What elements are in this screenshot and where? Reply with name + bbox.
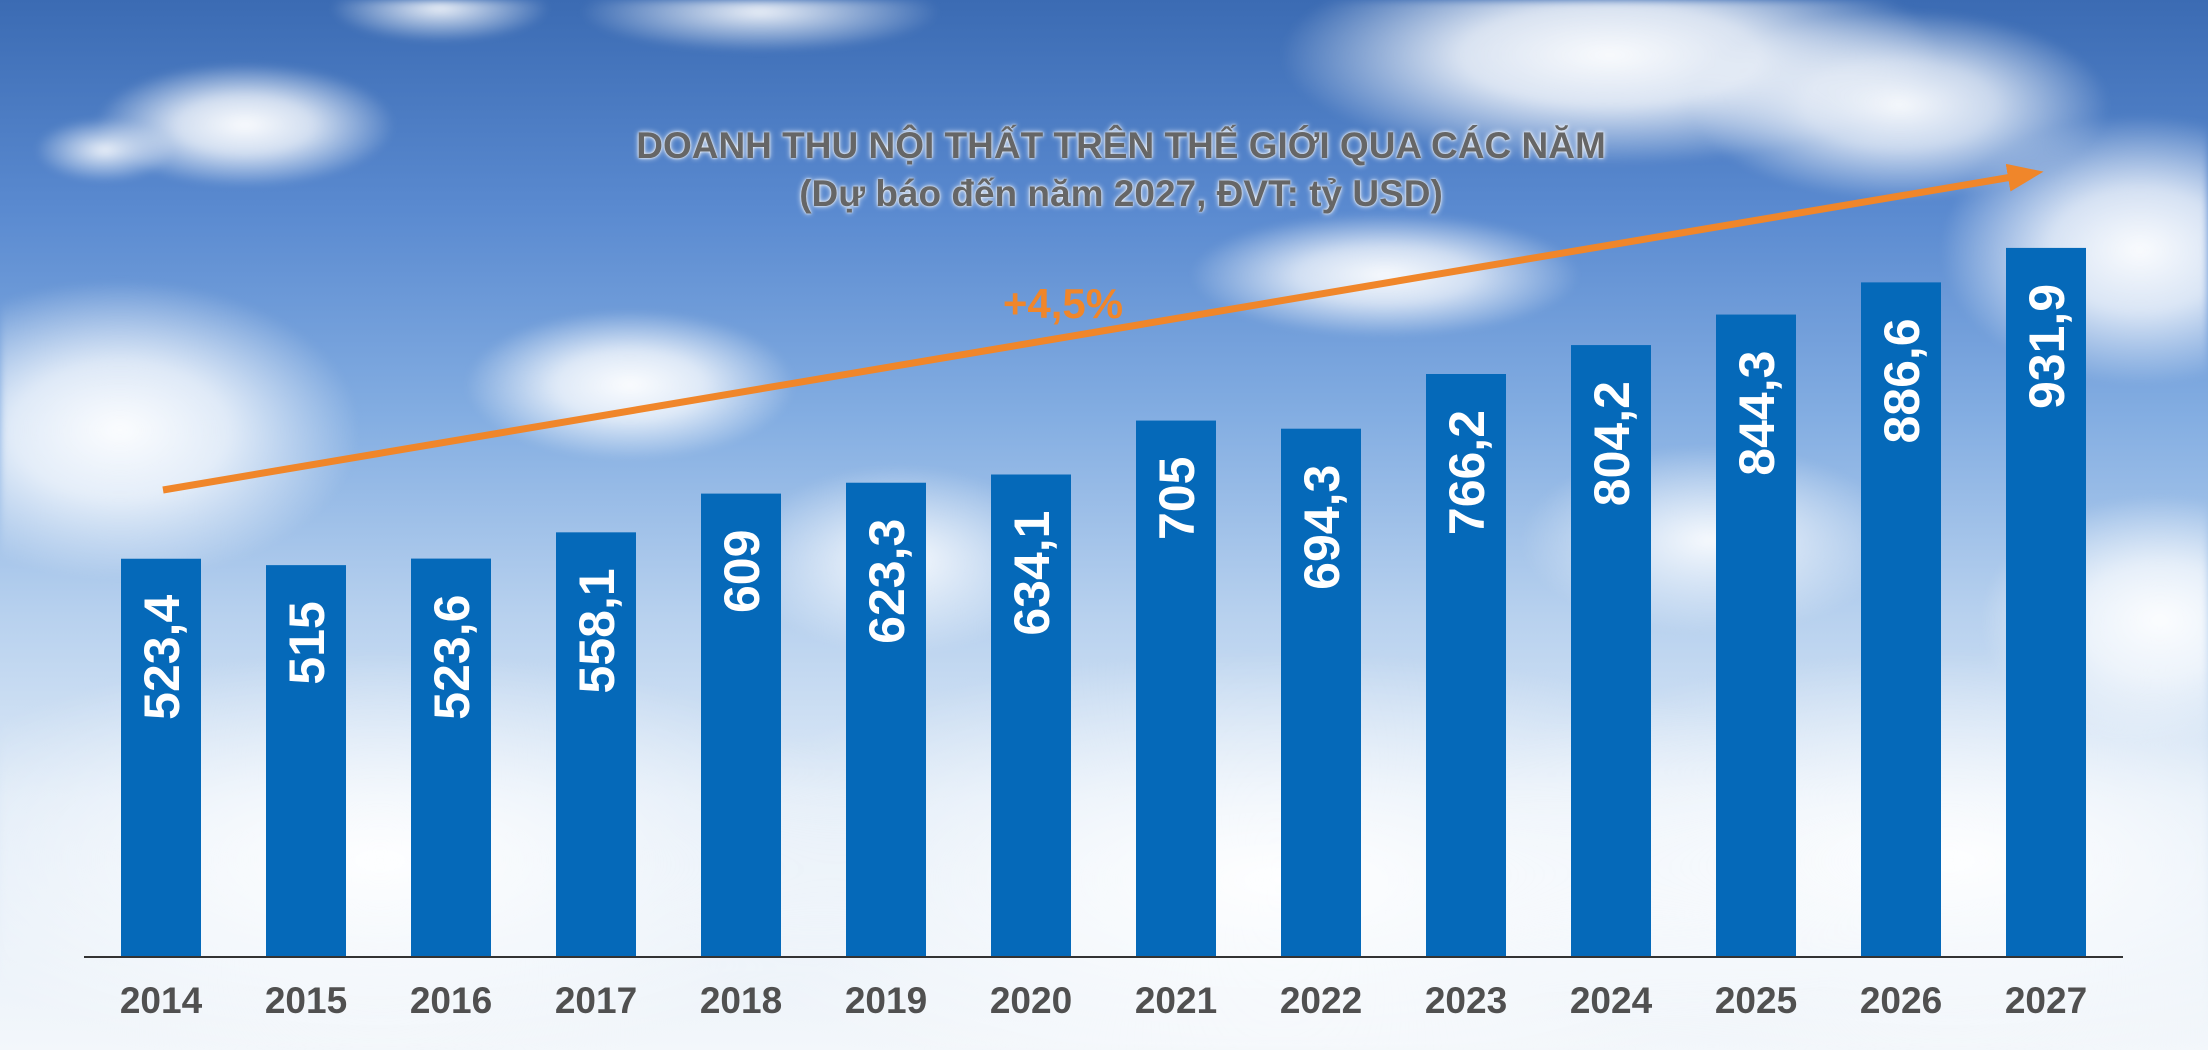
value-label-2014: 523,4 xyxy=(134,595,190,720)
bar-2025 xyxy=(1716,314,1796,957)
value-label-2015: 515 xyxy=(279,601,335,684)
value-label-2017: 558,1 xyxy=(569,568,625,693)
chart-title: DOANH THU NỘI THẤT TRÊN THẾ GIỚI QUA CÁC… xyxy=(636,125,1606,166)
year-label-2026: 2026 xyxy=(1860,980,1942,1021)
value-label-2027: 931,9 xyxy=(2019,284,2075,409)
bar-2019 xyxy=(846,482,926,957)
value-label-2026: 886,6 xyxy=(1874,318,1930,443)
value-labels-group: 523,4 515 523,6 558,1 609 623,3 634,1 705 694,3 7… xyxy=(134,284,2075,720)
year-label-2025: 2025 xyxy=(1715,980,1797,1021)
value-label-2024: 804,2 xyxy=(1584,381,1640,506)
value-label-2016: 523,6 xyxy=(424,595,480,720)
bar-2027 xyxy=(2006,247,2086,957)
value-label-2022: 694,3 xyxy=(1294,465,1350,590)
bar-2026 xyxy=(1861,282,1941,957)
year-label-2019: 2019 xyxy=(845,980,927,1021)
bar-2021 xyxy=(1136,420,1216,957)
year-label-2016: 2016 xyxy=(410,980,492,1021)
bar-2023 xyxy=(1426,373,1506,957)
bar-2014 xyxy=(121,558,201,957)
year-label-2015: 2015 xyxy=(265,980,347,1021)
year-label-2021: 2021 xyxy=(1135,980,1217,1021)
value-label-2021: 705 xyxy=(1149,457,1205,540)
chart-subtitle: (Dự báo đến năm 2027, ĐVT: tỷ USD) xyxy=(799,173,1443,214)
year-labels-group: 2014 2015 2016 2017 2018 2019 2020 2021 2022 2023… xyxy=(120,980,2087,1021)
year-label-2024: 2024 xyxy=(1570,980,1653,1021)
year-label-2027: 2027 xyxy=(2005,980,2087,1021)
year-label-2014: 2014 xyxy=(120,980,203,1021)
value-label-2018: 609 xyxy=(714,530,770,613)
bar-2016 xyxy=(411,558,491,957)
bar-2022 xyxy=(1281,428,1361,957)
bar-2024 xyxy=(1571,345,1651,957)
year-label-2020: 2020 xyxy=(990,980,1072,1021)
value-label-2020: 634,1 xyxy=(1004,511,1060,636)
year-label-2023: 2023 xyxy=(1425,980,1507,1021)
year-label-2017: 2017 xyxy=(555,980,637,1021)
bar-2017 xyxy=(556,532,636,957)
year-label-2018: 2018 xyxy=(700,980,782,1021)
bar-2020 xyxy=(991,474,1071,957)
trend-arrow xyxy=(162,163,2044,494)
value-label-2023: 766,2 xyxy=(1439,410,1495,535)
bars-group xyxy=(121,247,2086,957)
bar-2018 xyxy=(701,493,781,957)
trend-label: +4,5% xyxy=(1003,280,1123,327)
value-label-2019: 623,3 xyxy=(859,519,915,644)
bar-2015 xyxy=(266,565,346,957)
year-label-2022: 2022 xyxy=(1280,980,1362,1021)
value-label-2025: 844,3 xyxy=(1729,351,1785,476)
